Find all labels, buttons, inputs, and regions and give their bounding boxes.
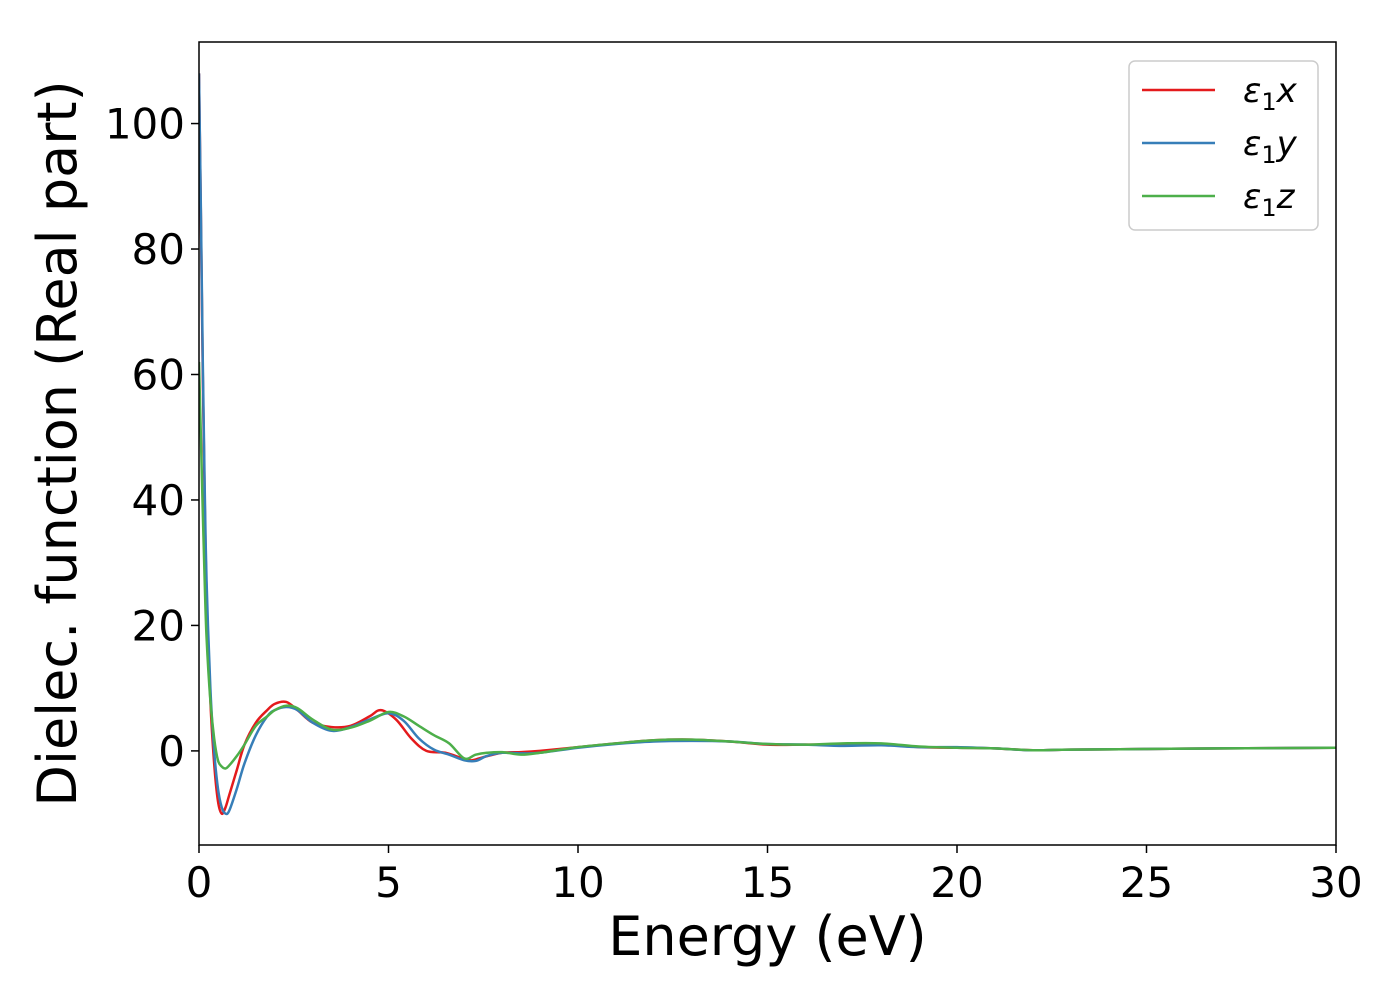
legend-label-tail: y: [1276, 124, 1298, 164]
legend-label-tail: z: [1276, 177, 1296, 217]
y-tick-label: 20: [132, 601, 185, 650]
y-tick-label: 0: [158, 727, 185, 776]
legend-label-y: ε1y: [1243, 124, 1298, 169]
x-tick-label: 20: [930, 858, 983, 907]
y-tick-label: 80: [132, 225, 185, 274]
x-tick-label: 0: [186, 858, 213, 907]
series-line-y: [199, 73, 1336, 816]
legend-label-x: ε1x: [1243, 71, 1298, 116]
y-tick-label: 60: [132, 350, 185, 399]
legend-label-base: ε: [1243, 124, 1261, 164]
series-line-z: [199, 361, 1336, 770]
y-tick-label: 40: [132, 476, 185, 525]
y-tick-label: 100: [105, 100, 185, 149]
legend-label-sub: 1: [1261, 88, 1276, 116]
legend-box: [1128, 60, 1319, 231]
x-tick-label: 5: [375, 858, 402, 907]
legend-label-tail: x: [1276, 71, 1298, 111]
y-axis-ticks: 0 20 40 60 80 100: [105, 100, 199, 776]
x-tick-label: 15: [741, 858, 794, 907]
legend-label-z: ε1z: [1243, 177, 1296, 222]
x-axis-title: Energy (eV): [608, 905, 927, 968]
y-axis-title: Dielec. function (Real part): [26, 80, 89, 806]
x-tick-label: 10: [551, 858, 604, 907]
plot-lines: [199, 73, 1336, 816]
x-tick-label: 30: [1309, 858, 1362, 907]
legend-label-sub: 1: [1261, 194, 1276, 222]
legend-label-base: ε: [1243, 71, 1261, 111]
x-tick-label: 25: [1120, 858, 1173, 907]
x-axis-ticks: 0 5 10 15 20 25 30: [186, 845, 1363, 907]
legend-label-sub: 1: [1261, 141, 1276, 169]
legend-label-base: ε: [1243, 177, 1261, 217]
